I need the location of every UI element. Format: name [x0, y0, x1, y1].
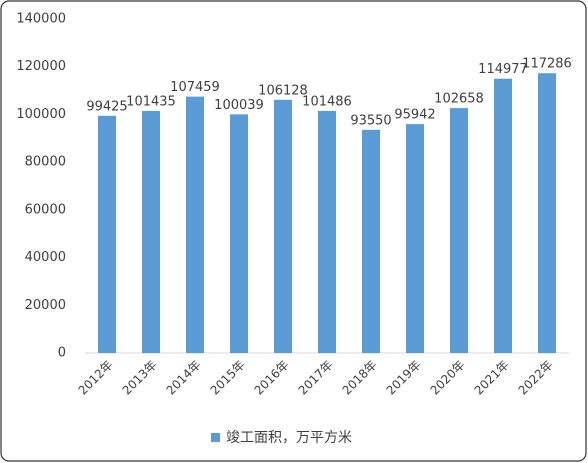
bar — [98, 115, 116, 353]
legend-label: 竣工面积，万平方米 — [226, 430, 352, 446]
bar — [494, 78, 512, 354]
value-label: 102658 — [434, 92, 484, 107]
value-label: 107459 — [170, 80, 220, 95]
bar — [186, 96, 204, 353]
y-tick-label: 140000 — [16, 12, 66, 27]
value-label: 93550 — [350, 113, 391, 128]
value-label: 106128 — [258, 83, 308, 98]
legend-swatch — [211, 433, 220, 442]
y-tick-label: 80000 — [25, 155, 66, 170]
bar — [406, 124, 424, 353]
value-label: 100039 — [214, 98, 264, 113]
y-tick-label: 40000 — [25, 250, 66, 265]
y-tick-label: 20000 — [25, 298, 66, 313]
bar — [318, 110, 336, 354]
bar — [362, 129, 380, 353]
bar — [142, 111, 160, 354]
bar — [450, 108, 468, 353]
value-label: 95942 — [394, 108, 435, 123]
y-tick-label: 100000 — [16, 107, 66, 122]
y-tick-label: 60000 — [25, 202, 66, 217]
bar — [274, 99, 292, 353]
value-label: 114977 — [478, 62, 528, 77]
value-label: 101435 — [126, 95, 176, 110]
value-label: 117286 — [522, 57, 572, 72]
value-label: 99425 — [86, 99, 127, 114]
y-tick-label: 0 — [58, 346, 66, 361]
bar — [538, 73, 556, 353]
value-label: 101486 — [302, 94, 352, 109]
y-tick-label: 120000 — [16, 59, 66, 74]
bar — [230, 114, 248, 353]
